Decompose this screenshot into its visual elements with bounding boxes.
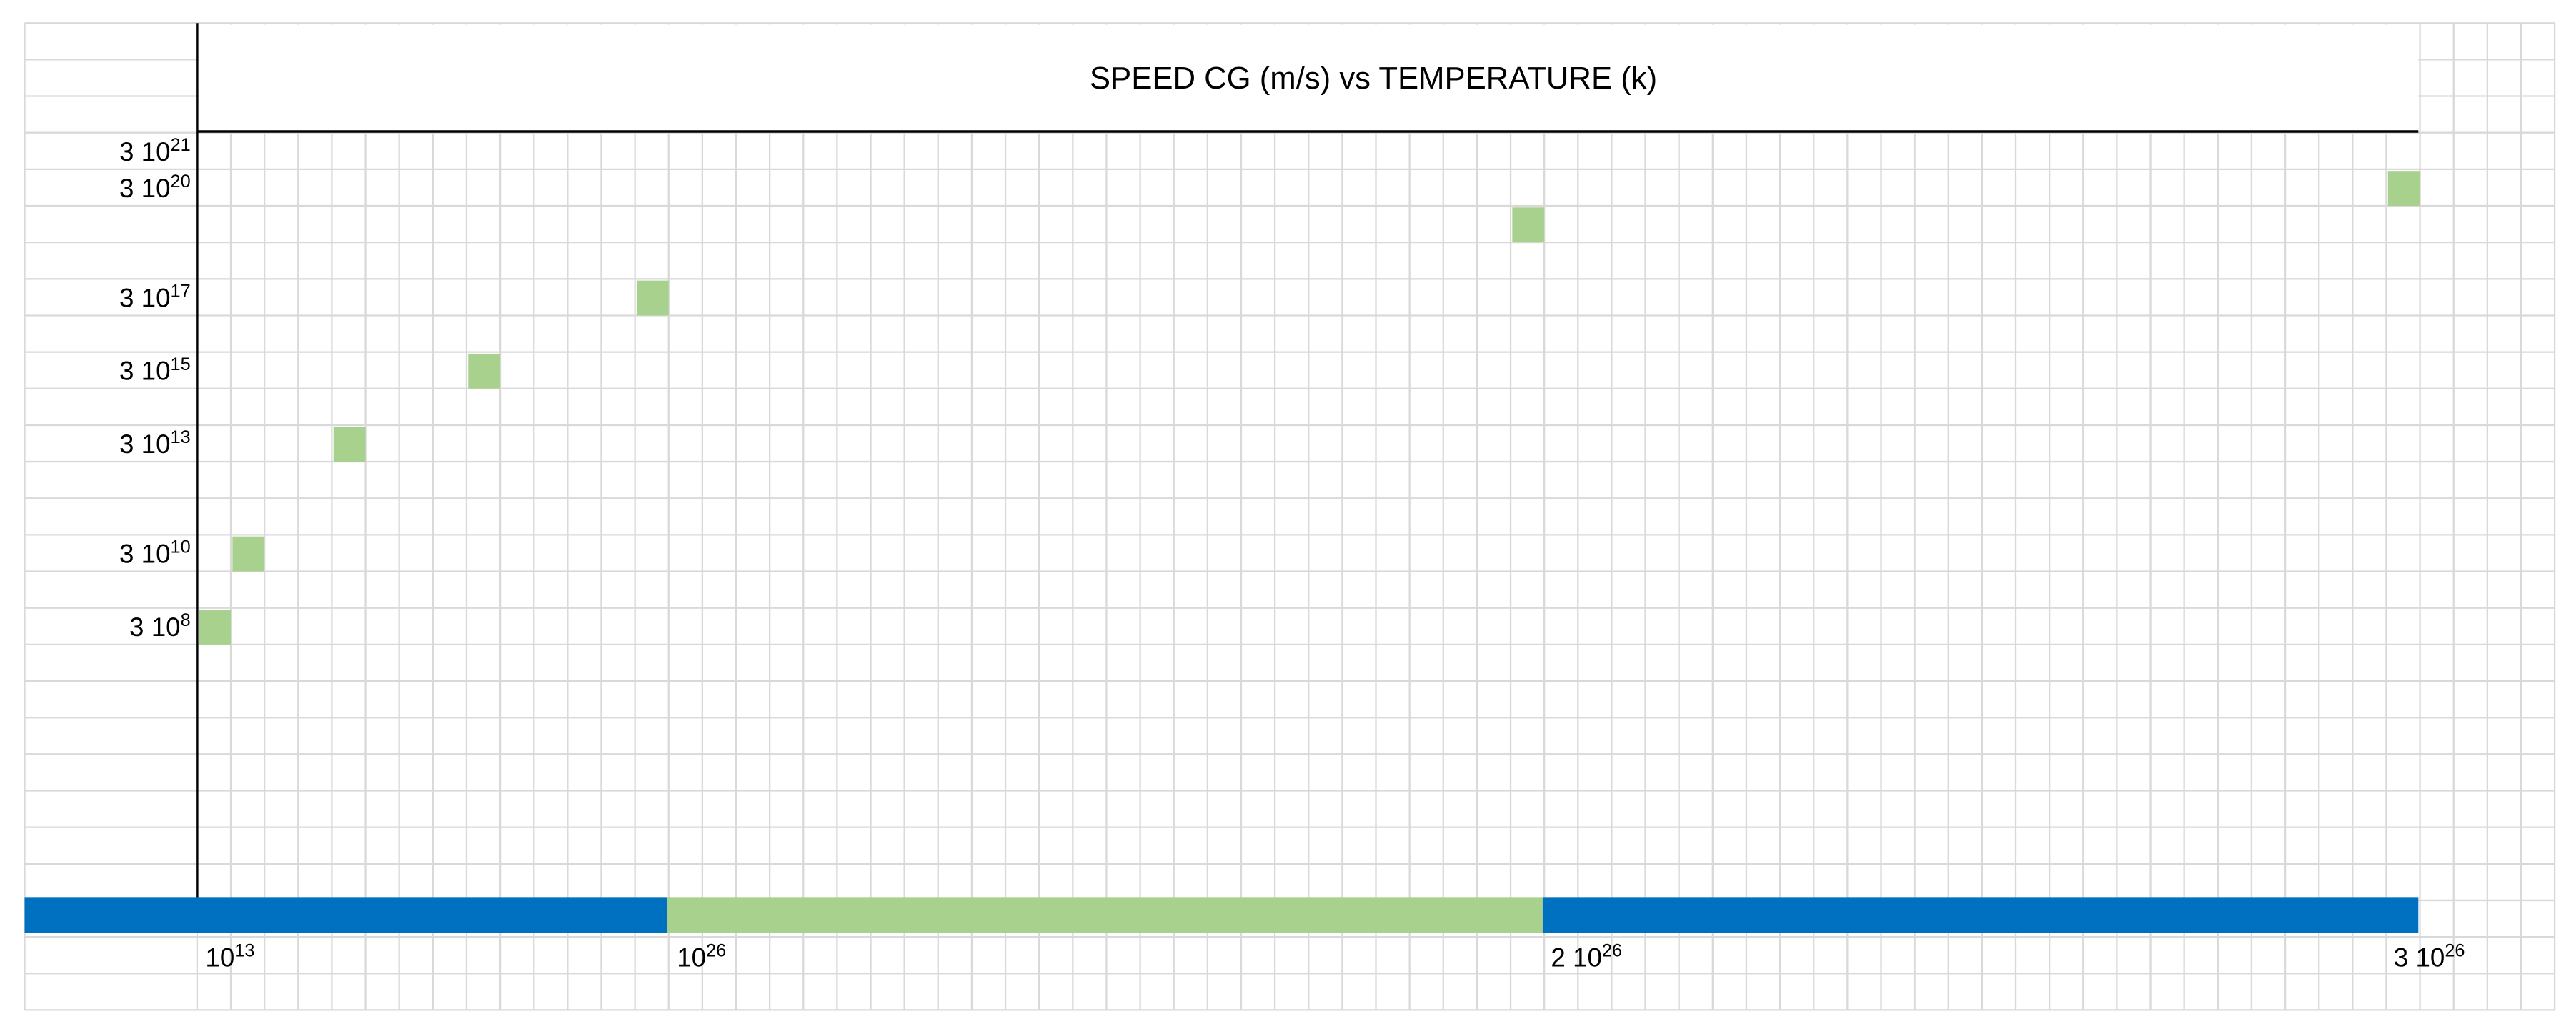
bar-segment bbox=[667, 897, 1543, 933]
marker-cell bbox=[468, 353, 501, 389]
label-base: 3 10 bbox=[119, 174, 171, 203]
label-exponent: 21 bbox=[171, 135, 191, 155]
label-exponent: 26 bbox=[2445, 941, 2465, 961]
x-label: 1013 bbox=[205, 941, 254, 973]
marker-cell bbox=[636, 280, 669, 316]
marker-cell bbox=[333, 427, 366, 462]
chart-title: SPEED CG (m/s) vs TEMPERATURE (k) bbox=[1090, 61, 1657, 96]
bar-segment bbox=[24, 897, 667, 933]
y-label: 3 1013 bbox=[119, 427, 191, 459]
label-exponent: 13 bbox=[234, 941, 254, 961]
label-exponent: 17 bbox=[171, 282, 191, 302]
title-cell bbox=[199, 24, 2419, 131]
marker-cell bbox=[1512, 207, 1545, 243]
label-base: 3 10 bbox=[2394, 943, 2445, 972]
label-exponent: 13 bbox=[171, 427, 191, 447]
x-label: 1026 bbox=[677, 941, 726, 973]
label-exponent: 26 bbox=[1602, 941, 1622, 961]
marker-cell bbox=[232, 536, 265, 572]
label-base: 3 10 bbox=[119, 137, 171, 166]
label-base: 10 bbox=[677, 943, 706, 972]
label-base: 3 10 bbox=[119, 357, 171, 386]
label-base: 3 10 bbox=[119, 429, 171, 459]
label-base: 3 10 bbox=[119, 283, 171, 312]
y-label: 3 1015 bbox=[119, 354, 191, 386]
y-label: 3 1017 bbox=[119, 282, 191, 313]
y-label: 3 1010 bbox=[119, 537, 191, 569]
label-exponent: 10 bbox=[171, 537, 191, 557]
label-exponent: 20 bbox=[171, 172, 191, 192]
x-label: 3 1026 bbox=[2394, 941, 2465, 973]
label-exponent: 8 bbox=[181, 610, 191, 630]
marker-cell bbox=[199, 610, 232, 645]
label-base: 3 10 bbox=[129, 612, 181, 642]
x-label: 2 1026 bbox=[1551, 941, 1622, 973]
label-exponent: 26 bbox=[706, 941, 726, 961]
bar-segment bbox=[1542, 897, 2419, 933]
marker-cell bbox=[2387, 171, 2420, 206]
markers bbox=[199, 171, 2420, 645]
label-base: 10 bbox=[205, 943, 234, 972]
y-label: 3 1021 bbox=[119, 135, 191, 166]
label-base: 3 10 bbox=[119, 539, 171, 568]
y-label: 3 1020 bbox=[119, 172, 191, 203]
cell-grid bbox=[24, 22, 2556, 1011]
y-label: 3 108 bbox=[129, 610, 191, 642]
label-base: 2 10 bbox=[1551, 943, 1602, 972]
label-exponent: 15 bbox=[171, 354, 191, 374]
